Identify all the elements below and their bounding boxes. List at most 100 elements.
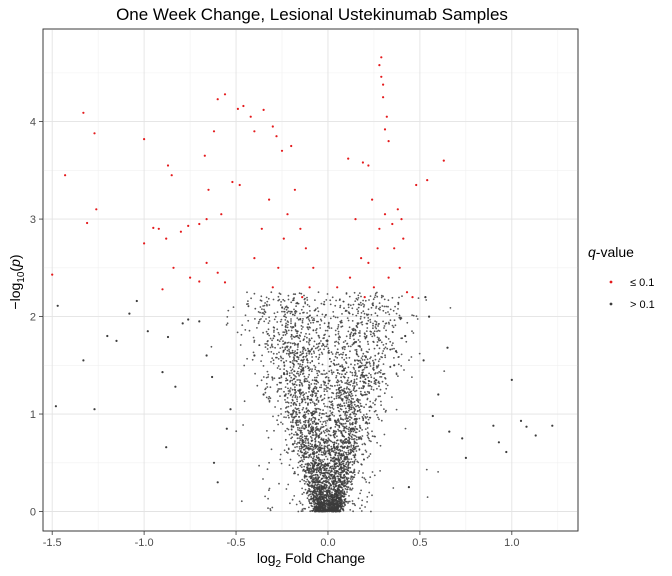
cloud-point [303,411,306,414]
cloud-point [385,329,387,332]
cloud-point [267,344,269,347]
cloud-point [309,445,312,448]
legend-key-significant [609,280,613,284]
cloud-point [344,367,347,370]
cloud-point [351,487,354,490]
cloud-point [328,469,331,472]
cloud-point [351,307,354,310]
cloud-point [323,458,326,461]
cloud-point [291,362,294,364]
cloud-point [286,311,289,314]
cloud-point [294,472,296,475]
cloud-point [326,325,329,328]
cloud-point [356,442,358,445]
cloud-point [302,348,305,351]
cloud-point [337,380,340,383]
cloud-point [364,364,366,367]
cloud-point [400,365,403,367]
cloud-point [352,438,355,441]
cloud-point [292,443,294,445]
cloud-point [303,335,306,338]
cloud-point [376,387,378,390]
cloud-point [338,353,341,356]
cloud-point [347,451,350,454]
cloud-point [317,453,320,456]
point-significant [93,132,96,135]
cloud-point [358,424,361,427]
cloud-point [345,493,347,496]
cloud-point [303,458,305,461]
cloud-point [345,387,348,390]
cloud-point [304,442,307,444]
point-significant [205,261,208,264]
point-not-significant [93,408,96,411]
cloud-point [354,372,357,374]
cloud-point [348,312,351,315]
cloud-point [315,502,318,505]
cloud-point [293,342,296,344]
cloud-point [341,449,343,452]
cloud-point [347,436,350,439]
cloud-point [340,494,343,497]
cloud-point [295,434,298,436]
cloud-point [359,393,362,395]
cloud-point [327,321,330,324]
point-not-significant [146,330,149,333]
cloud-point [321,477,324,480]
cloud-point [287,387,289,390]
cloud-point [353,503,356,505]
cloud-point [283,416,285,418]
cloud-point [332,506,334,509]
cloud-point [349,413,351,416]
cloud-point [280,301,282,303]
cloud-point [302,454,305,456]
cloud-point [284,348,287,351]
cloud-point [365,481,368,483]
cloud-point [226,322,229,325]
cloud-point [268,399,271,402]
cloud-point [310,353,313,355]
cloud-point [360,315,362,318]
cloud-point [299,419,301,422]
cloud-point [320,451,323,453]
cloud-point [324,405,326,408]
cloud-point [352,445,355,447]
cloud-point [269,397,272,400]
cloud-point [288,355,291,358]
cloud-point [351,404,353,407]
cloud-point [339,306,341,309]
cloud-point [311,368,313,370]
cloud-point [322,438,325,440]
cloud-point [308,417,311,420]
cloud-point [360,312,363,314]
cloud-point [339,505,342,508]
cloud-point [335,509,338,511]
cloud-point [338,342,340,345]
cloud-point [364,333,366,335]
cloud-point [321,313,324,316]
point-significant [387,140,390,143]
cloud-point [276,353,278,355]
cloud-point [321,373,324,376]
cloud-point [354,435,357,437]
cloud-point [307,366,310,369]
cloud-point [301,438,304,441]
cloud-point [340,486,343,489]
cloud-point [304,417,306,420]
cloud-point [342,351,345,354]
cloud-point [323,316,326,318]
cloud-point [268,304,271,306]
cloud-point [310,477,313,480]
cloud-point [349,448,352,451]
cloud-point [287,414,290,417]
cloud-point [351,450,354,453]
cloud-point [353,468,356,471]
cloud-point [277,400,279,402]
cloud-point [305,475,307,478]
cloud-point [294,293,297,296]
cloud-point [325,434,327,437]
cloud-point [398,314,401,317]
cloud-point [345,463,347,466]
cloud-point [344,418,347,420]
cloud-point [300,456,303,459]
